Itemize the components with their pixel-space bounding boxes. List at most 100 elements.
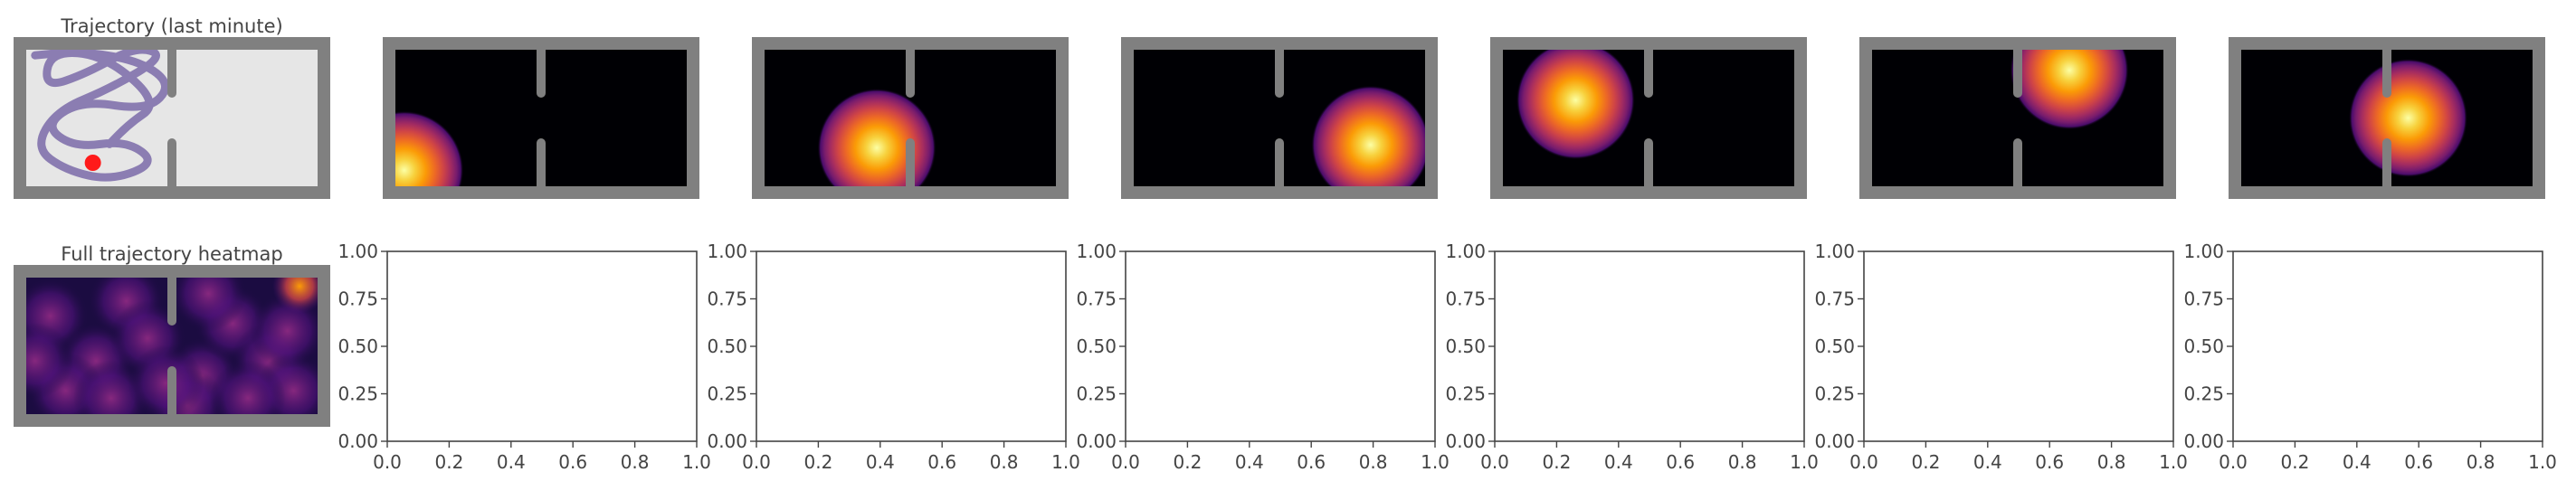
- empty-6-xtick-label-4: 0.8: [2467, 451, 2495, 473]
- empty-5-ytick-label-0: 0.00: [1814, 430, 1855, 452]
- empty-3-xtick-label-2: 0.4: [1235, 451, 1264, 473]
- empty-1-axes: 0.0 0.2 0.4 0.6 0.8 1.0 0.00 0.25 0.50 0.75 1.00: [337, 241, 710, 473]
- field-2-panel: [752, 37, 1069, 199]
- empty-3-ytick-label-4: 1.00: [1076, 241, 1117, 262]
- empty-2-ytick-label-4: 1.00: [707, 241, 747, 262]
- empty-5-xtick-label-3: 0.6: [2035, 451, 2064, 473]
- empty-3-ytick-label-3: 0.75: [1076, 288, 1117, 310]
- empty-1-xtick-label-0: 0.0: [373, 451, 402, 473]
- empty-5-ytick-label-3: 0.75: [1814, 288, 1855, 310]
- heatmap-spot-13: [20, 323, 73, 399]
- empty-2-ytick-label-0: 0.00: [707, 430, 747, 452]
- field-3-panel-border: [1121, 37, 1438, 199]
- empty-6-xtick-label-0: 0.0: [2219, 451, 2248, 473]
- empty-3-frame: [1125, 250, 1436, 442]
- field-1-blob: [389, 110, 464, 193]
- empty-6-ytick-label-2: 0.50: [2183, 335, 2224, 357]
- empty-1-xtick-label-3: 0.6: [558, 451, 587, 473]
- empty-1-ytick-label-2: 0.50: [337, 335, 378, 357]
- trajectory-panel: [14, 37, 330, 199]
- heatmap-title: Full trajectory heatmap: [61, 243, 282, 265]
- field-1-panel: [383, 37, 699, 199]
- field-5-panel: [1859, 37, 2176, 199]
- heatmap-spot-14: [128, 345, 204, 420]
- empty-1-xtick-label-1: 0.2: [434, 451, 463, 473]
- empty-6-xtick-label-1: 0.2: [2280, 451, 2309, 473]
- empty-6-axes: 0.0 0.2 0.4 0.6 0.8 1.0 0.00 0.25 0.50 0.75 1.00: [2183, 241, 2556, 473]
- empty-4-ytick-label-0: 0.00: [1445, 430, 1486, 452]
- empty-6-ytick-label-0: 0.00: [2183, 430, 2224, 452]
- full-heatmap-panel: [14, 265, 330, 427]
- empty-6-xtick-label-5: 1.0: [2528, 451, 2557, 473]
- trajectory-title: Trajectory (last minute): [60, 15, 282, 37]
- heatmap-hotspot: [272, 271, 324, 314]
- empty-5-xtick-label-1: 0.2: [1911, 451, 1940, 473]
- empty-6-xtick-label-3: 0.6: [2404, 451, 2433, 473]
- empty-3-xtick-label-1: 0.2: [1173, 451, 1202, 473]
- empty-2-frame: [756, 250, 1067, 442]
- empty-5-xtick-label-2: 0.4: [1973, 451, 2002, 473]
- empty-4-ytick-label-3: 0.75: [1445, 288, 1486, 310]
- empty-5-ytick-label-4: 1.00: [1814, 241, 1855, 262]
- field-3-blob: [1311, 85, 1431, 193]
- empty-4-xtick-label-5: 1.0: [1790, 451, 1819, 473]
- empty-5-xtick-label-0: 0.0: [1849, 451, 1878, 473]
- empty-4-xtick-label-1: 0.2: [1542, 451, 1571, 473]
- empty-4-ytick-label-4: 1.00: [1445, 241, 1486, 262]
- empty-6-frame: [2232, 250, 2543, 442]
- field-6-panel: [2229, 37, 2545, 199]
- agent-marker: [84, 155, 101, 171]
- empty-2-xtick-label-0: 0.0: [742, 451, 771, 473]
- field-5-panel-border: [1859, 37, 2176, 199]
- empty-1-xtick-label-4: 0.8: [621, 451, 650, 473]
- empty-4-xtick-label-4: 0.8: [1728, 451, 1757, 473]
- empty-3-xtick-label-0: 0.0: [1111, 451, 1140, 473]
- trajectory-path: [31, 45, 169, 182]
- empty-3-ytick-label-0: 0.00: [1076, 430, 1117, 452]
- empty-1-xtick-label-2: 0.4: [497, 451, 526, 473]
- empty-2-xtick-label-5: 1.0: [1051, 451, 1080, 473]
- field-4-panel: [1490, 37, 1807, 199]
- heatmap-spot-8: [170, 271, 247, 332]
- empty-2-ytick-label-3: 0.75: [707, 288, 747, 310]
- empty-3-axes: 0.0 0.2 0.4 0.6 0.8 1.0 0.00 0.25 0.50 0.75 1.00: [1076, 241, 1449, 473]
- empty-5-ytick-label-2: 0.50: [1814, 335, 1855, 357]
- empty-2-axes: 0.0 0.2 0.4 0.6 0.8 1.0 0.00 0.25 0.50 0.75 1.00: [707, 241, 1079, 473]
- empty-2-xtick-label-2: 0.4: [866, 451, 895, 473]
- empty-5-frame: [1863, 250, 2174, 442]
- empty-4-xtick-label-0: 0.0: [1480, 451, 1509, 473]
- field-4-blob: [1516, 43, 1636, 160]
- empty-5-xtick-label-5: 1.0: [2159, 451, 2188, 473]
- empty-1-ytick-label-4: 1.00: [337, 241, 378, 262]
- empty-2-xtick-label-3: 0.6: [927, 451, 956, 473]
- empty-3-ytick-label-2: 0.50: [1076, 335, 1117, 357]
- empty-3-xtick-label-4: 0.8: [1359, 451, 1388, 473]
- empty-6-ytick-label-1: 0.25: [2183, 383, 2224, 405]
- empty-4-frame: [1494, 250, 1805, 442]
- empty-2-ytick-label-1: 0.25: [707, 383, 747, 405]
- empty-2-xtick-label-4: 0.8: [990, 451, 1019, 473]
- empty-2-ytick-label-2: 0.50: [707, 335, 747, 357]
- field-5-blob: [2010, 43, 2129, 130]
- heatmap-spot-12: [210, 360, 286, 420]
- full-heatmap-panel-border: [14, 265, 330, 427]
- empty-4-axes: 0.0 0.2 0.4 0.6 0.8 1.0 0.00 0.25 0.50 0.75 1.00: [1445, 241, 1818, 473]
- field-1-panel-border: [383, 37, 699, 199]
- field-3-panel: [1121, 37, 1438, 199]
- empty-5-ytick-label-1: 0.25: [1814, 383, 1855, 405]
- empty-1-ytick-label-1: 0.25: [337, 383, 378, 405]
- empty-1-xtick-label-5: 1.0: [682, 451, 711, 473]
- empty-6-ytick-label-3: 0.75: [2183, 288, 2224, 310]
- empty-4-xtick-label-3: 0.6: [1666, 451, 1695, 473]
- empty-1-ytick-label-0: 0.00: [337, 430, 378, 452]
- empty-3-ytick-label-1: 0.25: [1076, 383, 1117, 405]
- empty-2-xtick-label-1: 0.2: [803, 451, 832, 473]
- empty-1-ytick-label-3: 0.75: [337, 288, 378, 310]
- empty-6-ytick-label-4: 1.00: [2183, 241, 2224, 262]
- empty-4-ytick-label-2: 0.50: [1445, 335, 1486, 357]
- field-6-panel-border: [2229, 37, 2545, 199]
- field-2-panel-border: [752, 37, 1069, 199]
- empty-5-xtick-label-4: 0.8: [2097, 451, 2126, 473]
- empty-1-frame: [386, 250, 698, 442]
